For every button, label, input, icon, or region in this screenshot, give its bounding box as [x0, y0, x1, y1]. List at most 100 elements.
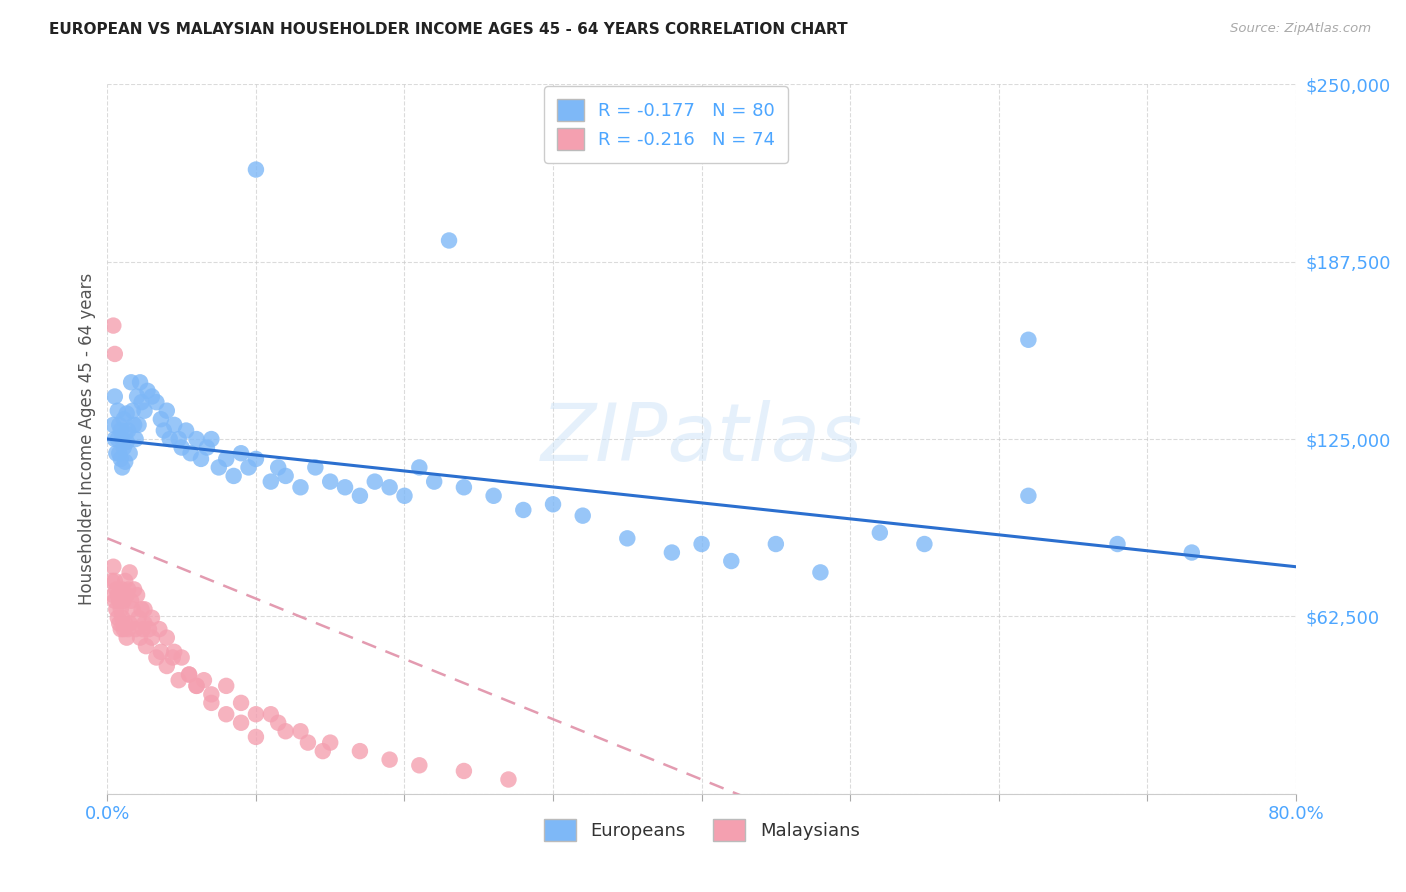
Point — [260, 475, 283, 489]
Point — [114, 426, 136, 441]
Point — [105, 602, 128, 616]
Point — [1017, 489, 1039, 503]
Point — [177, 667, 200, 681]
Point — [104, 432, 127, 446]
Point — [215, 679, 238, 693]
Point — [167, 432, 190, 446]
Point — [108, 616, 131, 631]
Point — [103, 417, 125, 432]
Point — [364, 475, 387, 489]
Point — [1017, 333, 1039, 347]
Point — [108, 417, 131, 432]
Point — [122, 417, 145, 432]
Point — [170, 441, 193, 455]
Point — [112, 622, 135, 636]
Point — [186, 679, 208, 693]
Point — [195, 441, 218, 455]
Point — [145, 650, 167, 665]
Point — [120, 594, 142, 608]
Point — [378, 480, 401, 494]
Point — [156, 403, 179, 417]
Point — [128, 417, 150, 432]
Point — [912, 537, 935, 551]
Point — [107, 432, 129, 446]
Point — [453, 480, 475, 494]
Point — [114, 574, 136, 588]
Point — [267, 715, 290, 730]
Point — [408, 460, 430, 475]
Point — [156, 659, 179, 673]
Point — [200, 696, 222, 710]
Point — [136, 384, 159, 398]
Point — [117, 582, 139, 597]
Point — [208, 460, 231, 475]
Point — [103, 318, 125, 333]
Point — [163, 645, 186, 659]
Point — [260, 707, 283, 722]
Point — [111, 582, 134, 597]
Point — [245, 730, 267, 744]
Point — [229, 696, 252, 710]
Point — [482, 489, 505, 503]
Point — [111, 460, 134, 475]
Point — [122, 582, 145, 597]
Point — [124, 432, 146, 446]
Point — [229, 715, 252, 730]
Point — [312, 744, 335, 758]
Point — [290, 480, 312, 494]
Point — [190, 451, 212, 466]
Point — [115, 631, 138, 645]
Point — [170, 650, 193, 665]
Point — [437, 234, 460, 248]
Point — [159, 432, 181, 446]
Point — [108, 594, 131, 608]
Point — [112, 594, 135, 608]
Point — [193, 673, 215, 688]
Point — [162, 650, 184, 665]
Point — [131, 395, 153, 409]
Point — [121, 403, 143, 417]
Point — [105, 446, 128, 460]
Point — [349, 489, 371, 503]
Point — [127, 390, 149, 404]
Point — [124, 622, 146, 636]
Point — [274, 724, 297, 739]
Point — [115, 588, 138, 602]
Point — [115, 434, 138, 449]
Point — [149, 645, 172, 659]
Point — [131, 602, 153, 616]
Point — [128, 611, 150, 625]
Point — [104, 390, 127, 404]
Point — [134, 602, 156, 616]
Point — [245, 707, 267, 722]
Point — [129, 376, 152, 390]
Text: ZIPatlas: ZIPatlas — [540, 400, 863, 478]
Point — [141, 631, 163, 645]
Point — [1181, 545, 1204, 559]
Point — [333, 480, 356, 494]
Y-axis label: Householder Income Ages 45 - 64 years: Householder Income Ages 45 - 64 years — [79, 273, 96, 605]
Point — [498, 772, 520, 787]
Point — [148, 622, 170, 636]
Point — [104, 594, 127, 608]
Point — [319, 475, 342, 489]
Point — [245, 162, 267, 177]
Text: Source: ZipAtlas.com: Source: ZipAtlas.com — [1230, 22, 1371, 36]
Point — [200, 687, 222, 701]
Point — [541, 497, 564, 511]
Point — [186, 679, 208, 693]
Point — [690, 537, 713, 551]
Point — [616, 532, 638, 546]
Point — [117, 622, 139, 636]
Point — [349, 744, 371, 758]
Point — [110, 622, 132, 636]
Point — [105, 582, 128, 597]
Point — [765, 537, 787, 551]
Point — [135, 639, 157, 653]
Point — [408, 758, 430, 772]
Point — [120, 376, 142, 390]
Point — [661, 545, 683, 559]
Point — [423, 475, 446, 489]
Point — [107, 611, 129, 625]
Point — [129, 631, 152, 645]
